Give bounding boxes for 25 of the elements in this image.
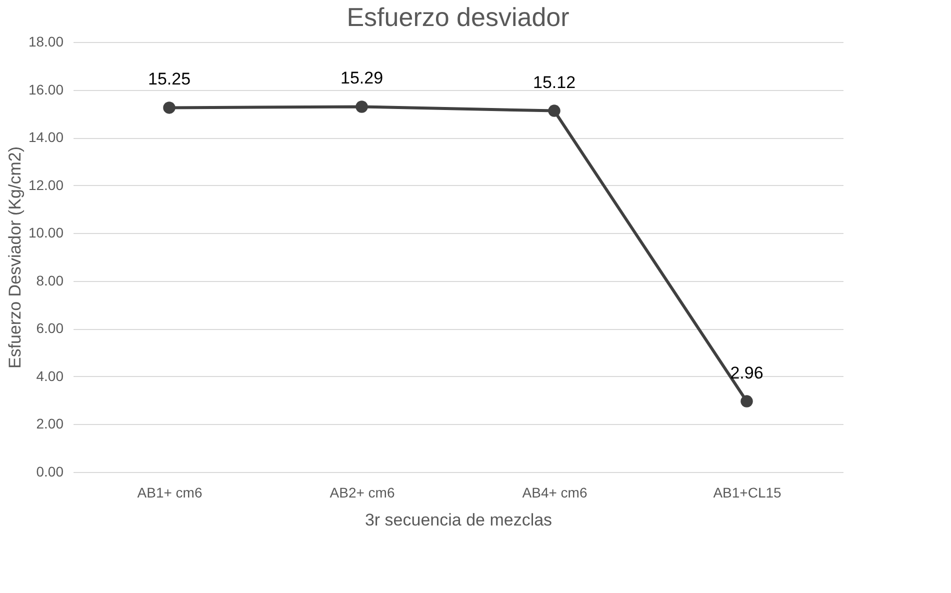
y-tick-label: 18.00 [28, 34, 64, 50]
y-tick-label: 16.00 [28, 81, 64, 98]
x-axis-title: 3r secuencia de mezclas [364, 510, 552, 530]
point [163, 102, 176, 114]
data-label: 2.96 [730, 363, 764, 382]
point [356, 100, 368, 113]
x-tick-label: AB1+CL15 [713, 484, 782, 500]
y-tick-label: 12.00 [28, 176, 64, 193]
y-tick-label: 10.00 [28, 224, 64, 241]
x-tick-label: AB4+ cm6 [522, 484, 588, 500]
data-label: 15.29 [340, 68, 384, 88]
y-tick-label: 14.00 [28, 129, 64, 146]
data-label: 15.25 [148, 70, 191, 89]
chart-title: Esfuerzo desviador [346, 2, 570, 32]
y-tick-label: 2.00 [36, 416, 64, 432]
y-tick-label: 4.00 [36, 368, 64, 384]
y-axis-title: Esfuerzo Desviador (Kg/cm2) [5, 146, 24, 369]
data-label: 15.12 [532, 72, 576, 92]
point [548, 104, 560, 117]
y-tick-label: 6.00 [36, 320, 64, 336]
y-tick-label: 0.00 [36, 464, 64, 480]
y-tick-label: 8.00 [36, 272, 64, 288]
point [740, 395, 753, 408]
x-tick-label: AB1+ cm6 [137, 484, 202, 500]
x-tick-label: AB2+ cm6 [330, 484, 395, 500]
